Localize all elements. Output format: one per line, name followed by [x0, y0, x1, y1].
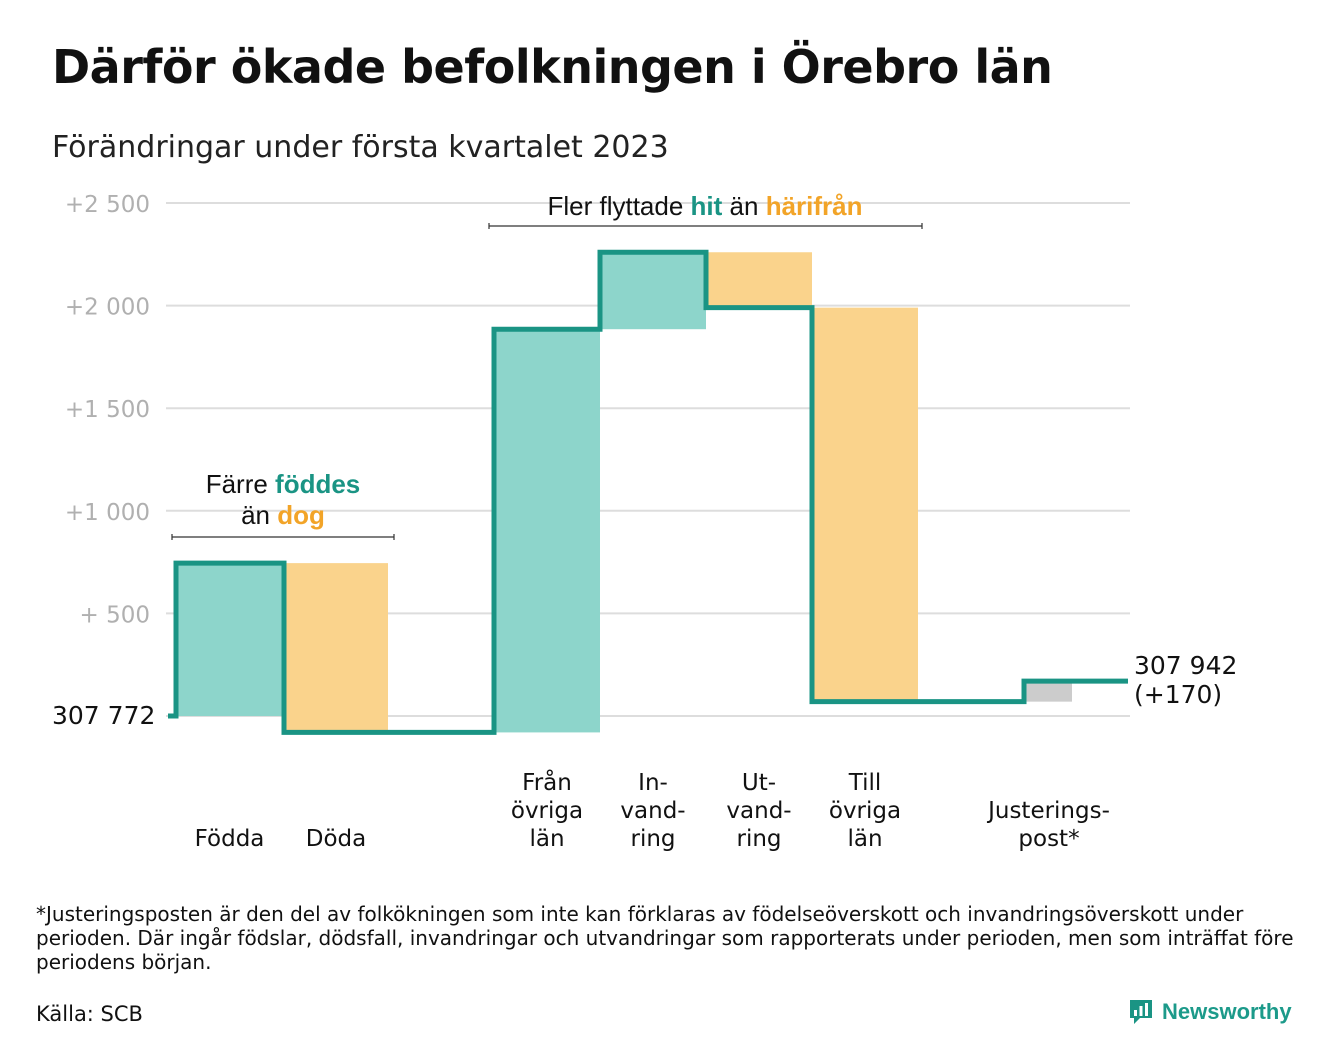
annotation-part: än — [722, 191, 765, 221]
category-label: In- — [638, 770, 668, 796]
bar — [284, 563, 388, 733]
annotation-text: Färre föddes — [206, 469, 361, 499]
bar — [706, 252, 812, 308]
category-label: övriga — [511, 798, 583, 824]
waterfall-chart: + 500 +1 000 +1 500 +2 000 +2 500 307 772 307 … — [52, 191, 1237, 852]
y-tick-label: +2 000 — [65, 295, 150, 321]
bar — [176, 563, 283, 716]
annotation-bracket — [488, 223, 923, 229]
category-label: Ut- — [742, 770, 776, 796]
annotation-part: än — [241, 500, 277, 530]
y-tick-label: + 500 — [80, 602, 150, 628]
category-label: Födda — [195, 826, 265, 852]
end-value-label: (+170) — [1134, 680, 1222, 709]
bar — [494, 329, 600, 733]
annotation-bracket — [171, 534, 395, 540]
annotation-part: Fler flyttade — [547, 191, 690, 221]
annotation-part: härifrån — [766, 191, 863, 221]
annotation-text: Fler flyttade hit än härifrån — [547, 191, 862, 221]
category-label: län — [529, 826, 564, 852]
bar — [1024, 681, 1072, 702]
newsworthy-logo-icon — [1130, 1000, 1152, 1024]
category-label: post* — [1018, 826, 1079, 852]
annotation-part: föddes — [275, 469, 360, 499]
annotation-part: Färre — [206, 469, 275, 499]
annotation-text: än dog — [241, 500, 325, 530]
bar — [600, 252, 706, 330]
annotation-part: dog — [277, 500, 325, 530]
footnote: *Justeringsposten är den del av folkökni… — [36, 902, 1294, 974]
source-note: Källa: SCB — [36, 1002, 143, 1026]
brand-name: Newsworthy — [1162, 999, 1292, 1024]
end-value-label: 307 942 — [1134, 651, 1237, 680]
category-label: Till — [848, 770, 882, 796]
annotation-part: hit — [691, 191, 723, 221]
start-value-label: 307 772 — [52, 701, 155, 730]
y-tick-label: +1 500 — [65, 397, 150, 423]
brand-logo: Newsworthy — [1128, 998, 1292, 1026]
category-label: vand- — [620, 798, 685, 824]
category-label: vand- — [726, 798, 791, 824]
category-label: ring — [630, 826, 675, 852]
category-label: ring — [736, 826, 781, 852]
category-label: Justerings- — [986, 798, 1110, 824]
y-tick-label: +1 000 — [65, 500, 150, 526]
page-title: Därför ökade befolkningen i Örebro län — [52, 40, 1053, 94]
step-line — [168, 249, 1128, 735]
y-tick-label: +2 500 — [65, 192, 150, 218]
bar — [812, 307, 918, 702]
page-subtitle: Förändringar under första kvartalet 2023 — [52, 130, 669, 165]
category-label: Från — [522, 768, 572, 796]
category-label: län — [847, 826, 882, 852]
category-label: Döda — [306, 826, 366, 852]
category-label: övriga — [829, 798, 901, 824]
